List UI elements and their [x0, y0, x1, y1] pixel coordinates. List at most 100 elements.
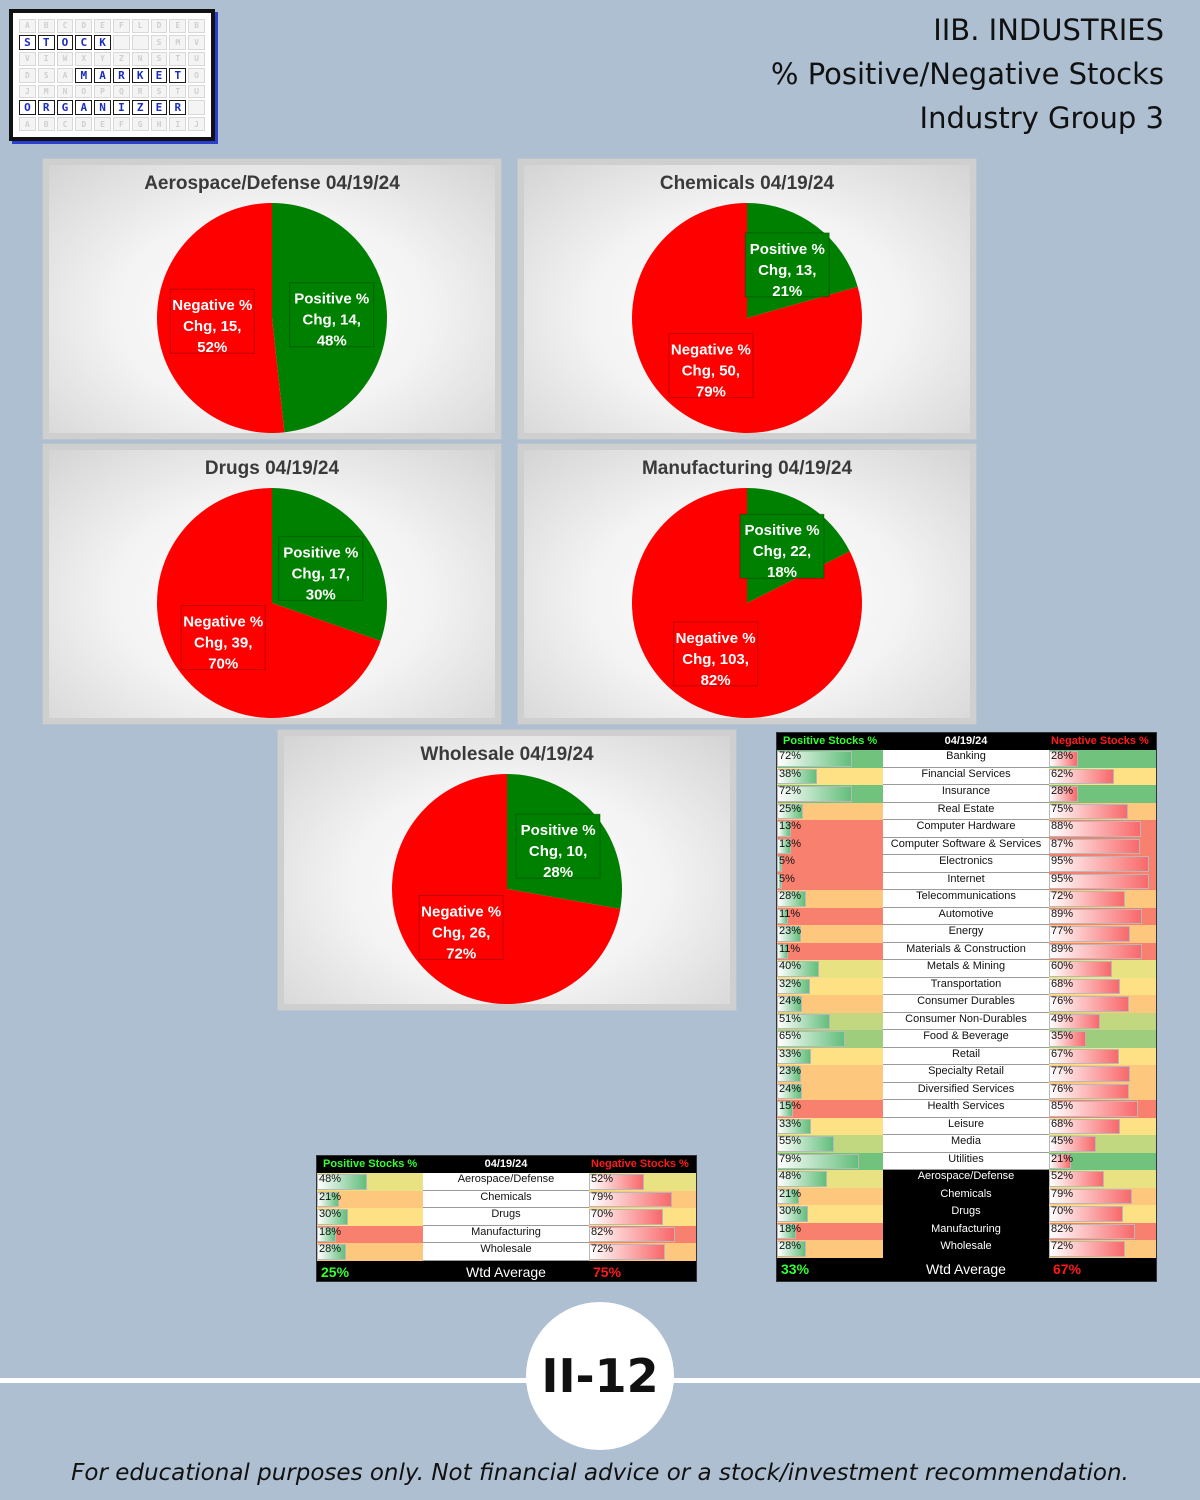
positive-value: 18% — [319, 1225, 342, 1238]
logo-letter-cell: T — [37, 34, 55, 50]
pie-label-text: Negative % — [421, 903, 501, 920]
logo-letter-cell: X — [75, 51, 93, 66]
positive-value: 72% — [779, 785, 802, 797]
avg-label: Wtd Average — [466, 1263, 546, 1280]
positive-cell: 33% — [777, 1117, 883, 1135]
pie-title: Manufacturing 04/19/24 — [641, 458, 853, 479]
logo-letter-cell: E — [94, 117, 111, 131]
pie-label-positive: Positive % Chg, 14, 48% — [289, 282, 375, 350]
positive-bar — [777, 856, 783, 872]
industry-name: Banking — [883, 750, 1049, 768]
industry-name: Drugs — [423, 1208, 589, 1226]
negative-value: 35% — [1051, 1030, 1074, 1042]
pie-label-text: 28% — [543, 864, 573, 881]
industry-name: Internet — [883, 872, 1049, 890]
positive-value: 30% — [319, 1208, 342, 1220]
industry-name: Telecommunications — [883, 890, 1049, 908]
pie-label-box — [744, 232, 830, 298]
logo-letter-cell: N — [94, 100, 111, 116]
logo-letter-cell: B — [188, 19, 205, 33]
logo-letter-cell: S — [150, 34, 168, 50]
avg-negative-value: 67% — [1053, 1260, 1082, 1277]
negative-cell: 77% — [1049, 925, 1156, 943]
industry-name: Utilities — [883, 1152, 1049, 1170]
table-row: 28% Wholesale 72% — [317, 1243, 696, 1261]
pie-title: Aerospace/Defense 04/19/24 — [144, 173, 400, 194]
positive-cell: 33% — [777, 1047, 883, 1065]
table-row: 33% Retail 67% — [777, 1047, 1156, 1065]
pie-chart-drugs: Positive % Chg, 17, 30% Negative % Chg, 39, 7… — [156, 488, 387, 718]
table-row: 30% Drugs 70% — [317, 1208, 696, 1226]
positive-value: 38% — [779, 767, 802, 780]
pie-label-text: 21% — [772, 283, 802, 300]
negative-cell: 45% — [1049, 1135, 1156, 1153]
industry-name: Specialty Retail — [883, 1065, 1049, 1083]
pie-label-text: Chg, 13, — [758, 262, 816, 279]
negative-value: 77% — [1051, 1065, 1074, 1077]
negative-bar — [1049, 943, 1143, 959]
negative-bar — [1049, 1031, 1086, 1047]
logo-letter-cell: F — [112, 19, 130, 33]
industry-name: Electronics — [883, 855, 1049, 873]
negative-bar — [1049, 1013, 1101, 1029]
logo-letter-cell: K — [94, 34, 111, 50]
negative-cell: 82% — [1049, 1222, 1156, 1240]
positive-bar — [777, 873, 783, 889]
pie-label-negative: Negative % Chg, 15, 52% — [169, 288, 255, 356]
negative-cell: 70% — [589, 1208, 696, 1226]
positive-value: 72% — [779, 750, 802, 762]
industry-name: Chemicals — [883, 1187, 1049, 1205]
positive-bar — [777, 1223, 796, 1239]
industry-name: Leisure — [883, 1117, 1049, 1135]
positive-bar — [777, 786, 852, 802]
logo-letter-cell: D — [19, 67, 36, 83]
industry-name: Chemicals — [423, 1190, 589, 1208]
avg-positive-value: 25% — [321, 1263, 350, 1280]
logo-letter-cell: R — [169, 100, 187, 116]
positive-value: 5% — [779, 855, 795, 867]
negative-value: 95% — [1051, 872, 1074, 885]
group3-summary-table: Positive Stocks % 04/19/24 Negative Stocks… — [316, 1155, 697, 1282]
positive-bar — [317, 1174, 367, 1190]
negative-bar — [1049, 768, 1115, 784]
logo-letter-cell: R — [112, 67, 130, 83]
negative-bar — [1049, 873, 1149, 889]
positive-value: 30% — [779, 1205, 802, 1217]
positive-bar — [777, 1241, 807, 1257]
logo-letter-cell: K — [131, 67, 149, 83]
negative-value: 88% — [1051, 820, 1074, 832]
pie-chart-wholesale: Positive % Chg, 10, 28% Negative % Chg, 26, 7… — [392, 774, 622, 1004]
positive-bar — [777, 1101, 793, 1117]
positive-cell: 23% — [777, 925, 883, 943]
positive-cell: 15% — [777, 1100, 883, 1118]
header-positive: Positive Stocks % — [323, 1158, 418, 1170]
pie-label-text: 82% — [701, 672, 731, 689]
negative-cell: 76% — [1049, 1082, 1156, 1100]
pie-label-box — [739, 513, 825, 579]
positive-bar — [777, 768, 817, 784]
positive-bar — [317, 1244, 347, 1260]
pie-label-negative: Negative % Chg, 39, 70% — [180, 605, 266, 673]
pie-label-text: Negative % — [183, 614, 263, 631]
table-row: 32% Transportation 68% — [777, 977, 1156, 995]
negative-value: 85% — [1051, 1100, 1074, 1112]
header-date: 04/19/24 — [484, 1158, 528, 1170]
negative-bar — [1049, 1048, 1120, 1064]
positive-cell: 28% — [777, 890, 883, 908]
table-row: 23% Specialty Retail 77% — [777, 1065, 1156, 1083]
positive-value: 33% — [779, 1117, 802, 1130]
pie-label-text: Negative % — [671, 342, 751, 359]
logo-letter-cell: E — [150, 67, 168, 83]
table-row: 48% Aerospace/Defense 52% — [317, 1173, 696, 1191]
logo-letter-cell: R — [37, 100, 55, 116]
disclaimer-text: For educational purposes only. Not finan… — [71, 1460, 1129, 1486]
pie-label-text: Chg, 26, — [432, 924, 490, 941]
logo-letter-cell: C — [56, 117, 74, 131]
logo-letter-cell: A — [94, 67, 111, 83]
header-negative: Negative Stocks % — [591, 1158, 689, 1170]
positive-cell: 72% — [777, 785, 883, 803]
logo-letter-cell: I — [37, 51, 55, 66]
table-row: 21% Chemicals 79% — [317, 1190, 696, 1208]
positive-bar — [317, 1226, 336, 1242]
